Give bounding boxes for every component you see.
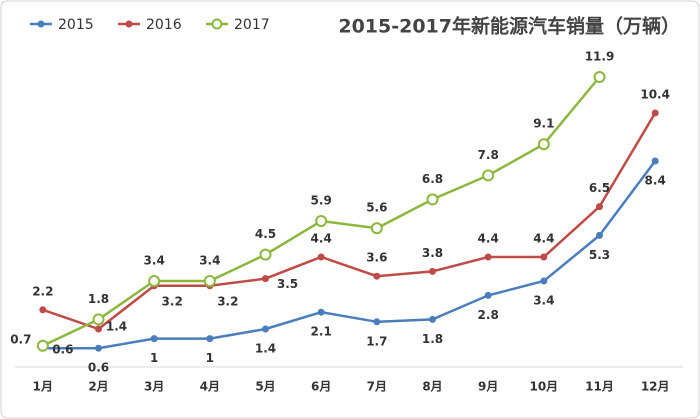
point [429, 267, 436, 275]
data-label: 4.4 [311, 232, 332, 246]
data-label: 1.8 [422, 332, 443, 346]
data-label: 4.4 [478, 232, 499, 246]
data-label: 5.9 [311, 194, 332, 208]
data-label: 0.6 [52, 343, 73, 357]
data-label: 2.1 [311, 325, 332, 339]
point [203, 275, 216, 287]
x-tick-label: 6月 [311, 380, 331, 394]
point [537, 138, 550, 151]
point [373, 272, 381, 280]
point [426, 193, 439, 206]
legend-marker [37, 20, 45, 28]
point [429, 315, 436, 323]
data-label: 6.8 [422, 172, 443, 186]
data-label: 3.8 [422, 246, 443, 260]
x-tick-label: 9月 [478, 380, 498, 394]
data-label: 1 [150, 351, 158, 365]
data-label: 5.6 [366, 201, 387, 215]
data-label: 3.2 [217, 294, 238, 308]
x-tick-label: 11月 [585, 380, 614, 394]
legend-marker [125, 20, 133, 28]
x-tick-label: 1月 [33, 380, 53, 394]
point [482, 169, 495, 182]
point [317, 253, 325, 261]
point [262, 325, 269, 333]
point [596, 231, 603, 239]
x-tick-label: 8月 [422, 380, 442, 394]
data-label: 7.8 [478, 148, 499, 162]
series-line [42, 160, 657, 350]
data-label: 10.4 [640, 88, 670, 102]
point [262, 275, 269, 283]
data-label: 1.4 [255, 342, 276, 356]
point [95, 344, 102, 352]
data-label: 4.4 [533, 232, 554, 246]
point [540, 253, 548, 261]
point [148, 275, 161, 287]
point [315, 215, 328, 227]
point [373, 318, 381, 326]
chart-title: 2015-2017年新能源汽车销量（万辆） [338, 15, 680, 38]
x-tick-label: 10月 [529, 380, 558, 394]
point [484, 253, 492, 261]
data-label: 11.9 [585, 50, 615, 64]
data-label: 1 [206, 351, 214, 365]
data-label: 3.6 [366, 251, 387, 265]
legend-label: 2015 [58, 17, 94, 33]
point [92, 313, 105, 326]
data-label: 1.4 [106, 320, 127, 334]
series-line [42, 112, 657, 331]
point [150, 335, 158, 343]
point [95, 325, 102, 333]
x-tick-label: 7月 [367, 380, 387, 394]
data-label: 9.1 [533, 117, 554, 131]
data-label: 0.7 [10, 332, 31, 346]
point [593, 71, 606, 83]
data-label: 5.3 [589, 248, 610, 262]
point [259, 248, 272, 261]
x-tick-label: 5月 [255, 380, 275, 394]
data-label: 2.2 [32, 284, 53, 298]
data-label: 3.5 [277, 277, 298, 291]
x-tick-label: 4月 [200, 380, 220, 394]
data-label: 6.5 [589, 181, 610, 195]
point [540, 277, 548, 285]
data-label: 4.5 [255, 227, 276, 241]
point [370, 222, 383, 235]
legend-label: 2017 [234, 17, 270, 33]
point [36, 339, 49, 352]
point [317, 308, 325, 316]
data-label: 3.4 [199, 254, 220, 268]
x-tick-label: 12月 [641, 380, 670, 394]
point [651, 109, 659, 117]
data-label: 3.4 [144, 254, 165, 268]
x-tick-label: 3月 [144, 380, 164, 394]
data-label: 1.7 [366, 334, 387, 348]
point [596, 203, 603, 211]
data-label: 3.4 [533, 294, 554, 308]
data-label: 2.8 [478, 308, 499, 322]
point [39, 306, 47, 314]
data-label: 3.2 [162, 294, 183, 308]
point [484, 291, 492, 299]
point [651, 157, 659, 165]
data-label: 1.8 [88, 292, 109, 306]
data-label: 8.4 [645, 174, 666, 188]
x-tick-label: 2月 [88, 380, 108, 394]
legend-marker [211, 18, 223, 30]
legend-label: 2016 [146, 17, 182, 33]
point [206, 335, 214, 343]
data-label: 0.6 [88, 361, 109, 375]
